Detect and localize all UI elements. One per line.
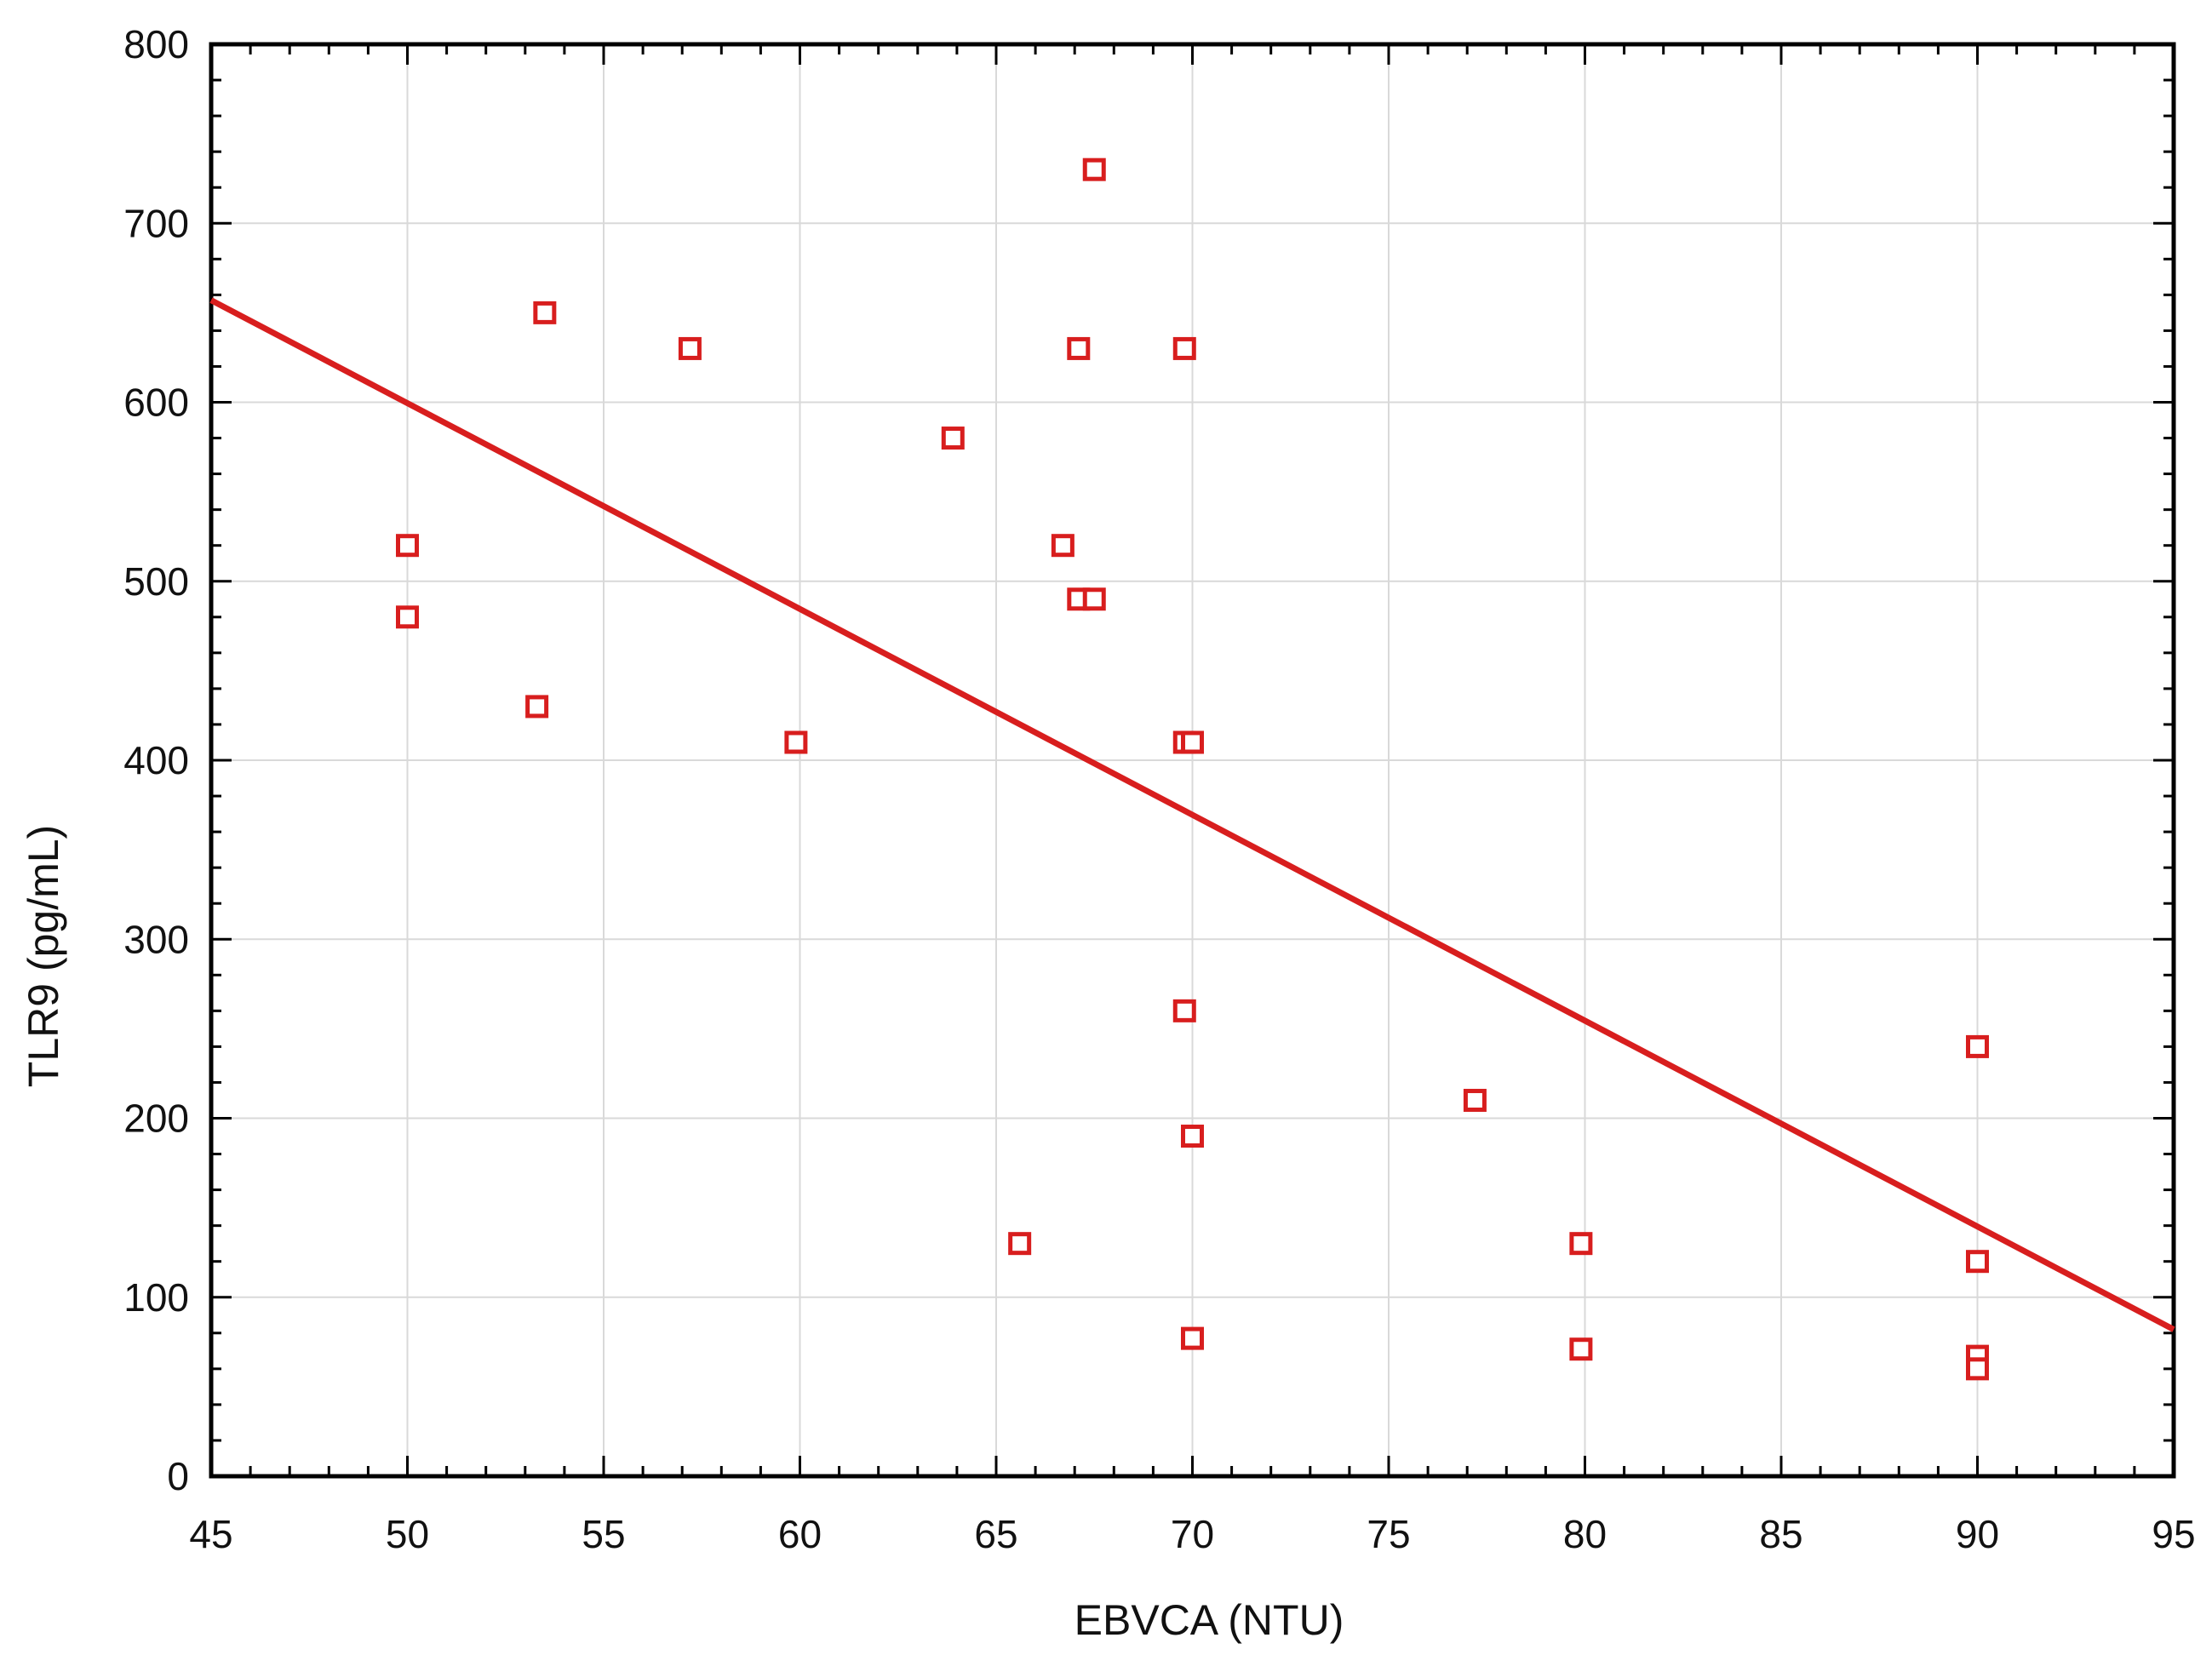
data-point [1082, 587, 1106, 611]
x-tick-label: 75 [1367, 1512, 1410, 1556]
data-point [396, 534, 419, 558]
data-point [533, 301, 557, 324]
data-point [941, 427, 965, 450]
y-tick-label: 700 [123, 201, 189, 245]
y-tick-label: 800 [123, 22, 189, 66]
x-tick-label: 90 [1956, 1512, 1999, 1556]
y-tick-label: 400 [123, 738, 189, 782]
data-point [1067, 336, 1091, 360]
x-tick-label: 95 [2152, 1512, 2195, 1556]
data-point [1008, 1232, 1032, 1256]
y-tick-label: 300 [123, 917, 189, 961]
data-point [1181, 1125, 1204, 1148]
x-tick-labels: 45 50 55 60 65 70 75 80 85 90 95 [189, 1512, 2195, 1556]
x-tick-label: 45 [189, 1512, 232, 1556]
data-point [1966, 1357, 1989, 1381]
data-point [678, 336, 702, 360]
data-point [1569, 1232, 1593, 1256]
data-point [1082, 157, 1106, 181]
plot-frame [209, 42, 2176, 1479]
data-points [396, 157, 1989, 1381]
y-tick-label: 500 [123, 559, 189, 604]
data-point [1966, 1034, 1989, 1058]
data-point [1172, 336, 1196, 360]
x-tick-label: 50 [386, 1512, 429, 1556]
regression-line [209, 297, 2175, 1332]
x-tick-label: 70 [1171, 1512, 1214, 1556]
y-axis-title: TLR9 (pg/mL) [20, 825, 67, 1087]
x-tick-label: 60 [778, 1512, 822, 1556]
data-point [784, 730, 808, 754]
data-point [1181, 730, 1204, 754]
y-tick-label: 0 [167, 1454, 189, 1498]
x-tick-label: 65 [974, 1512, 1017, 1556]
data-point [396, 605, 419, 629]
data-point [1463, 1088, 1487, 1112]
data-point [1569, 1337, 1593, 1361]
data-point [1172, 999, 1196, 1022]
data-point [1181, 1326, 1204, 1350]
y-tick-labels: 0 100 200 300 400 500 600 700 800 [123, 22, 189, 1498]
x-tick-label: 85 [1759, 1512, 1802, 1556]
data-point [1966, 1250, 1989, 1274]
y-tick-label: 100 [123, 1275, 189, 1320]
x-tick-label: 55 [582, 1512, 625, 1556]
y-tick-label: 600 [123, 381, 189, 425]
y-tick-label: 200 [123, 1097, 189, 1141]
x-axis-title: EBVCA (NTU) [1074, 1596, 1344, 1644]
data-point [1051, 534, 1074, 558]
x-tick-label: 80 [1563, 1512, 1607, 1556]
data-point [525, 695, 549, 719]
grid-lines [210, 43, 2175, 1477]
